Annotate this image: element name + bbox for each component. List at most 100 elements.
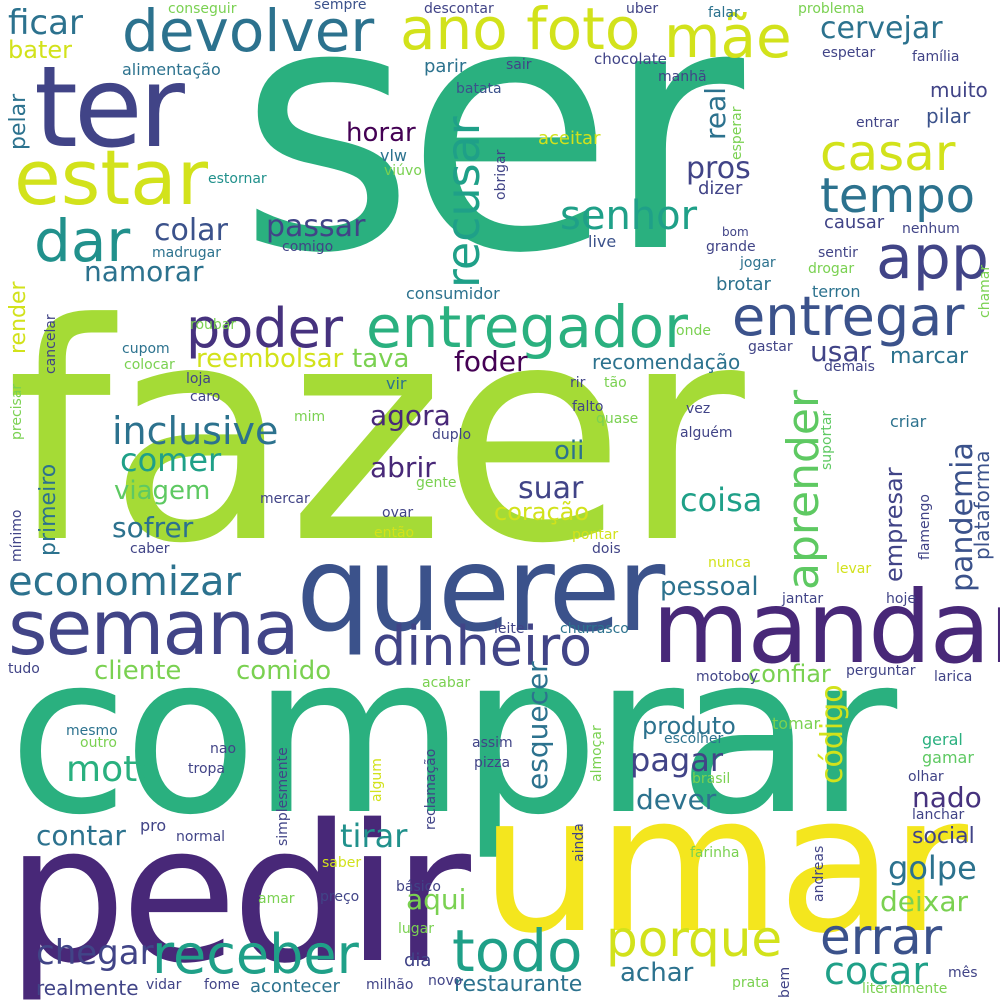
word: namorar — [84, 255, 204, 288]
word: chamar — [977, 264, 993, 318]
word: todo — [452, 917, 583, 985]
word: primeiro — [36, 463, 61, 556]
word: marcar — [890, 344, 969, 369]
word: assim — [472, 735, 513, 751]
word: problema — [798, 1, 865, 17]
word: aqui — [406, 883, 467, 916]
word: falto — [572, 399, 604, 415]
word: churrasco — [560, 621, 629, 637]
word: estornar — [208, 171, 267, 187]
word: tava — [352, 344, 410, 374]
word: pessoal — [660, 572, 759, 602]
word: recusar — [436, 116, 490, 288]
word: quase — [596, 411, 639, 427]
word: oii — [554, 436, 585, 466]
word: inclusive — [112, 409, 279, 453]
word: pedir — [6, 784, 471, 1000]
word: mês — [948, 965, 978, 981]
word: motoboy — [696, 669, 758, 685]
word: onde — [676, 323, 711, 339]
word: social — [912, 824, 975, 849]
word: consumidor — [406, 284, 500, 303]
word: entrar — [856, 115, 900, 131]
word: levar — [836, 561, 872, 577]
word: achar — [620, 958, 694, 988]
word: novo — [428, 973, 463, 989]
word: literalmente — [862, 981, 948, 997]
word: tempo — [820, 168, 975, 224]
word: conseguir — [168, 1, 237, 17]
word: nunca — [708, 555, 751, 571]
word: brotar — [716, 274, 771, 295]
word: tudo — [8, 661, 40, 677]
word: dizer — [698, 178, 743, 199]
word: pagar — [630, 741, 723, 779]
word: tirar — [340, 817, 408, 855]
word: golpe — [888, 849, 977, 887]
word: pilar — [926, 104, 971, 128]
word: real — [699, 86, 732, 140]
word: parir — [424, 56, 467, 77]
word: nenhum — [902, 221, 960, 237]
word: espetar — [822, 45, 876, 61]
word: dia — [404, 950, 432, 971]
word: comer — [120, 441, 222, 479]
word: gastar — [748, 339, 793, 355]
word: fazer — [6, 260, 745, 609]
word: descontar — [424, 1, 494, 17]
word: bater — [8, 36, 72, 64]
word: casar — [820, 124, 956, 182]
word: loja — [186, 371, 211, 387]
word: falar — [708, 5, 740, 21]
word: sentir — [818, 245, 858, 261]
word: sair — [506, 57, 532, 73]
word: simplesmente — [275, 747, 291, 846]
word: entregador — [366, 293, 688, 361]
word: rir — [570, 375, 586, 391]
word: ainda — [571, 823, 587, 862]
word: chegar — [36, 933, 154, 973]
word: pros — [686, 151, 751, 186]
word: lanchar — [912, 807, 965, 823]
word: jogar — [740, 255, 776, 271]
word: esquecer — [521, 661, 554, 790]
word: vir — [386, 374, 407, 393]
word: duplo — [432, 427, 472, 443]
word: amar — [258, 891, 295, 907]
word: comigo — [282, 239, 334, 255]
word: batata — [456, 81, 502, 97]
word: grande — [706, 239, 756, 255]
word: alimentação — [122, 60, 221, 79]
word: bem — [777, 966, 793, 998]
word: manhã — [658, 69, 707, 85]
word: umar — [480, 754, 968, 975]
word: deixar — [880, 885, 969, 918]
word: acontecer — [250, 976, 340, 997]
word: drogar — [808, 261, 855, 277]
word: usar — [810, 335, 872, 368]
word: geral — [922, 730, 963, 749]
word: leite — [494, 621, 525, 637]
word: suportar — [819, 410, 835, 470]
word: empresar — [880, 467, 908, 582]
word: mim — [294, 409, 326, 425]
word: pontar — [572, 527, 619, 543]
word: brasil — [692, 771, 731, 787]
word: saber — [322, 855, 362, 871]
word: coração — [494, 498, 590, 526]
word: vlw — [380, 146, 407, 165]
word: mínimo — [9, 509, 25, 563]
word: live — [588, 232, 617, 251]
word: dinheiro — [372, 615, 593, 678]
word: economizar — [8, 559, 241, 605]
word: plataforma — [970, 450, 994, 561]
word: sofrer — [112, 511, 194, 544]
word: caber — [130, 541, 170, 557]
word: tomar — [772, 714, 821, 733]
word: suar — [518, 471, 584, 506]
word: ovar — [382, 505, 414, 521]
word: moto — [66, 749, 160, 790]
word: milhão — [366, 977, 414, 993]
word: mercar — [260, 491, 310, 507]
word: terron — [812, 282, 861, 301]
